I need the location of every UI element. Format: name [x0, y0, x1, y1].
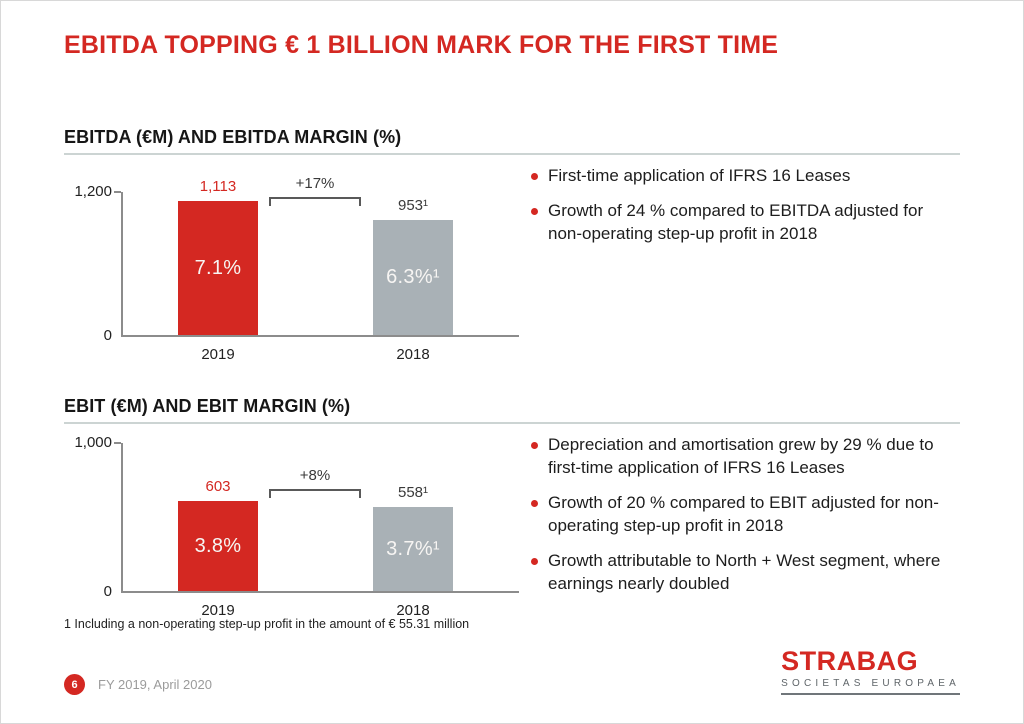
bullet-dot-icon — [531, 499, 538, 507]
bullet-text: Growth attributable to North + West segm… — [548, 550, 941, 593]
bar-margin-label: 6.3%¹ — [386, 266, 440, 288]
y-axis-tick — [114, 191, 121, 193]
bar-value-label: 953¹ — [397, 197, 429, 214]
y-axis-label-zero: 0 — [103, 583, 112, 600]
section-ebitda: EBITDA (€M) AND EBITDA MARGIN (%) 1,200 0… — [64, 127, 960, 363]
bar-value-label: 603 — [205, 478, 231, 495]
bar-value-label: 1,113 — [199, 178, 237, 195]
x-axis-label-2018: 2018 — [396, 346, 430, 363]
bar-2019: 3.8% — [178, 501, 258, 591]
bullet-dot-icon — [531, 207, 538, 215]
plot-area: 1,000 0 3.8% 603 2019 3.7%¹ 558¹ 2018 +8% — [74, 434, 519, 619]
ebitda-bullet-list: First-time application of IFRS 16 Leases… — [527, 165, 960, 363]
growth-percentage-label: +17% — [295, 175, 335, 192]
bar-2018: 6.3%¹ — [373, 220, 453, 335]
x-axis-label-2019: 2019 — [201, 602, 235, 619]
ebitda-bar-chart: 1,200 0 7.1% 1,113 2019 6.3%¹ 953¹ 2018 +17% — [64, 165, 521, 363]
section-body-ebit: 1,000 0 3.8% 603 2019 3.7%¹ 558¹ 2018 +8% Deprec… — [64, 434, 960, 619]
footer-date: FY 2019, April 2020 — [98, 677, 212, 692]
bullet-dot-icon — [531, 557, 538, 565]
ebit-bar-chart: 1,000 0 3.8% 603 2019 3.7%¹ 558¹ 2018 +8% — [64, 434, 521, 619]
plot-area: 1,200 0 7.1% 1,113 2019 6.3%¹ 953¹ 2018 +17% — [74, 175, 519, 363]
bar-value-label: 558¹ — [397, 484, 429, 501]
section-heading-ebit: EBIT (€M) AND EBIT MARGIN (%) — [64, 396, 960, 424]
strabag-logo: STRABAG SOCIETAS EUROPAEA — [781, 648, 960, 695]
page-number-badge: 6 — [64, 674, 85, 695]
section-body-ebitda: 1,200 0 7.1% 1,113 2019 6.3%¹ 953¹ 2018 +17% Fir… — [64, 165, 960, 363]
logo-subtitle: SOCIETAS EUROPAEA — [781, 678, 960, 695]
ebit-bullet-list: Depreciation and amortisation grew by 29… — [527, 434, 960, 619]
y-axis-label-max: 1,200 — [74, 183, 112, 200]
logo-wordmark: STRABAG — [781, 646, 919, 676]
bullet-text: Growth of 20 % compared to EBIT adjusted… — [548, 492, 939, 535]
bar-margin-label: 3.8% — [194, 534, 242, 557]
bullet-dot-icon — [531, 173, 538, 180]
bullet-item: Depreciation and amortisation grew by 29… — [531, 434, 960, 480]
bullet-text: Depreciation and amortisation grew by 29… — [548, 435, 934, 477]
bullet-item: Growth of 20 % compared to EBIT adjusted… — [531, 492, 960, 538]
y-axis-label-max: 1,000 — [74, 434, 112, 451]
x-axis-label-2019: 2019 — [201, 346, 235, 363]
y-axis-tick — [114, 442, 121, 444]
growth-percentage-label: +8% — [299, 467, 331, 484]
section-ebit: EBIT (€M) AND EBIT MARGIN (%) 1,000 0 3.8%… — [64, 396, 960, 619]
section-heading-ebitda: EBITDA (€M) AND EBITDA MARGIN (%) — [64, 127, 960, 155]
bar-margin-label: 3.7%¹ — [386, 537, 440, 560]
bullet-item: Growth of 24 % compared to EBITDA adjust… — [531, 200, 960, 246]
bar-2019: 7.1% — [178, 201, 258, 335]
x-axis-label-2018: 2018 — [396, 602, 430, 619]
bar-2018: 3.7%¹ — [373, 507, 453, 591]
slide-footer: 6 FY 2019, April 2020 STRABAG SOCIETAS E… — [64, 648, 960, 695]
slide-title: EBITDA TOPPING € 1 BILLION MARK FOR THE … — [64, 31, 779, 59]
bullet-dot-icon — [531, 442, 538, 449]
bar-margin-label: 7.1% — [194, 256, 242, 279]
bullet-text: First-time application of IFRS 16 Leases — [548, 166, 851, 185]
bullet-text: Growth of 24 % compared to EBITDA adjust… — [548, 200, 924, 243]
growth-bracket — [269, 489, 361, 498]
growth-bracket — [269, 197, 361, 206]
bullet-item: First-time application of IFRS 16 Leases — [531, 165, 960, 188]
bullet-item: Growth attributable to North + West segm… — [531, 550, 960, 596]
footnote: 1 Including a non-operating step-up prof… — [64, 617, 470, 631]
y-axis-label-zero: 0 — [103, 327, 112, 344]
